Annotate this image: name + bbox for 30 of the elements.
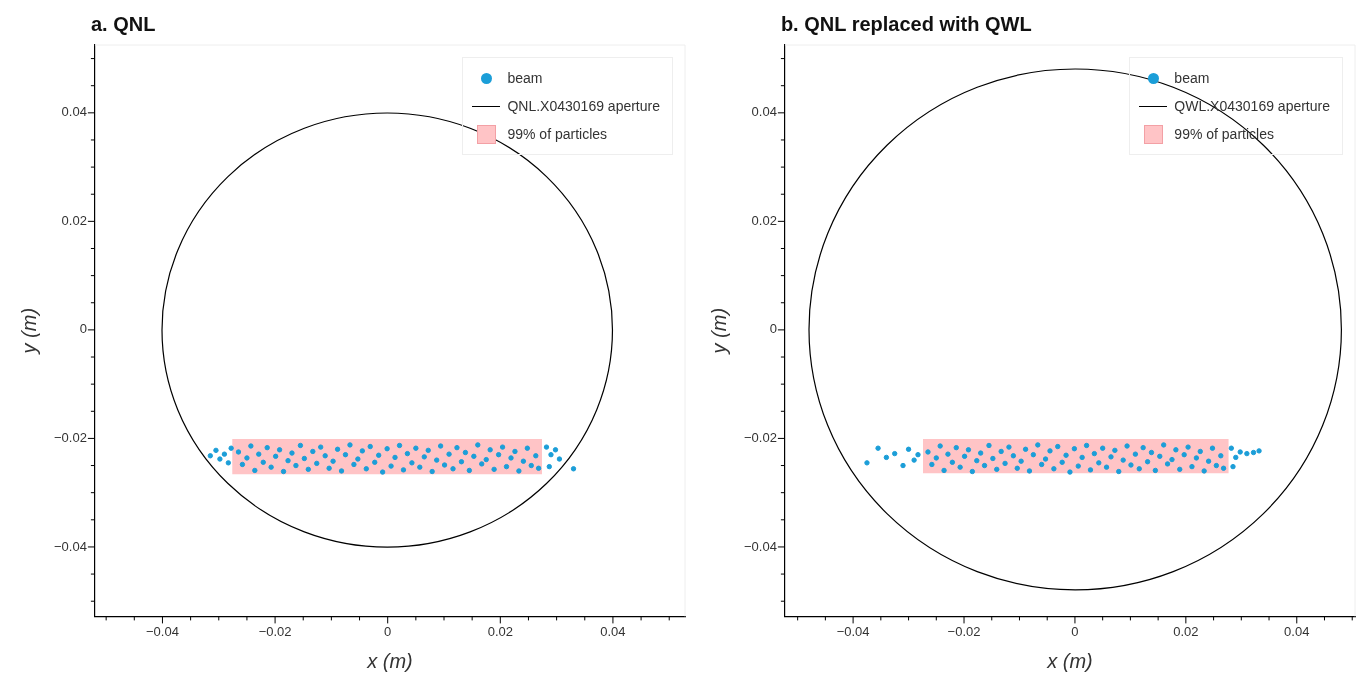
y-tick-label: 0.02 (61, 212, 87, 228)
y-tick-label: 0.02 (751, 212, 777, 228)
legend-label: beam (1174, 70, 1210, 86)
y-tick-label: 0.04 (751, 104, 777, 120)
y-tick-label: 0 (79, 321, 87, 337)
x-tick-label: 0.04 (1284, 623, 1310, 639)
x-tick-label: 0 (384, 623, 392, 639)
y-tick-label: −0.02 (743, 429, 777, 445)
chart-title: a. QNL (90, 13, 156, 36)
x-axis-title: x (m) (1046, 649, 1093, 672)
x-tick-label: 0.04 (600, 623, 626, 639)
annotation: QNL.X0430169 aperture (507, 98, 660, 114)
x-tick-label: −0.02 (258, 623, 292, 639)
x-tick-label: −0.04 (836, 623, 870, 639)
legend-label: 99% of particles (507, 126, 608, 142)
x-tick-label: 0.02 (1173, 623, 1199, 639)
x-tick-label: 0 (1071, 623, 1079, 639)
y-tick-label: 0.04 (61, 104, 87, 120)
y-tick-label: −0.02 (53, 429, 87, 445)
y-tick-label: −0.04 (53, 538, 87, 554)
x-axis-title: x (m) (366, 649, 413, 672)
y-axis-title: y (m) (17, 307, 40, 356)
x-tick-label: −0.04 (146, 623, 179, 639)
y-tick-label: −0.04 (743, 538, 777, 554)
y-axis-title: y (m) (707, 307, 730, 356)
y-tick-label: 0 (769, 321, 777, 337)
legend-label: beam (507, 70, 543, 86)
chart-title: b. QNL replaced with QWL (780, 13, 1032, 36)
x-tick-label: −0.02 (947, 623, 981, 639)
x-tick-label: 0.02 (487, 623, 513, 639)
